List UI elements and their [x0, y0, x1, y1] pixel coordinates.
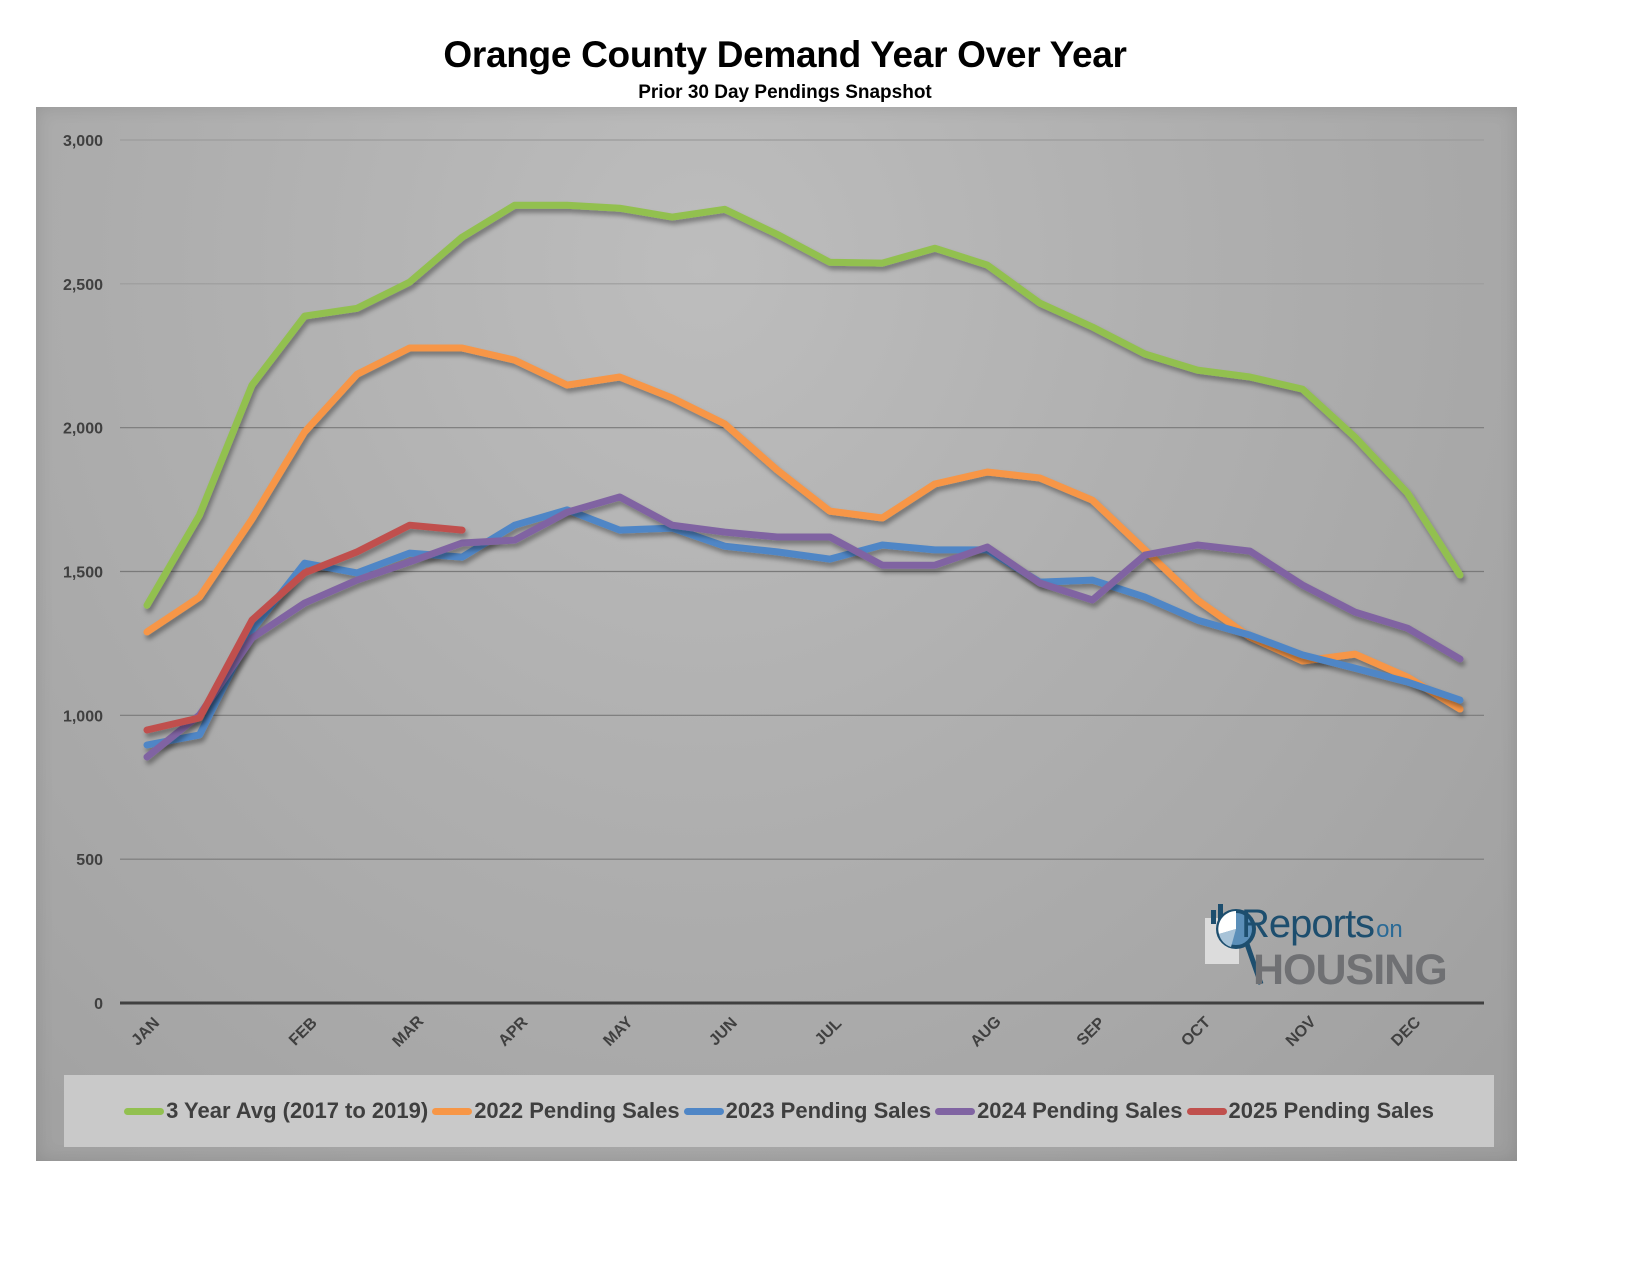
x-tick-label-jan: JAN — [128, 1014, 163, 1049]
legend-swatch — [124, 1107, 165, 1115]
x-tick-label-may: MAY — [600, 1014, 636, 1050]
y-tick-label: 500 — [76, 852, 103, 869]
chart-subtitle: Prior 30 Day Pendings Snapshot — [638, 82, 932, 103]
legend-swatch — [683, 1107, 724, 1115]
chart-legend: 3 Year Avg (2017 to 2019) 2022 Pending Sa… — [64, 1075, 1494, 1147]
logo-text-reports: Reportson — [1241, 902, 1403, 947]
legend-item-5: 2025 Pending Sales — [1186, 1098, 1434, 1124]
logo-word-on: on — [1376, 916, 1403, 943]
legend-label: 3 Year Avg (2017 to 2019) — [166, 1098, 429, 1123]
chart-panel — [36, 107, 1517, 1161]
y-tick-label: 1,500 — [63, 565, 103, 582]
legend-swatch — [432, 1107, 473, 1115]
legend-label: 2025 Pending Sales — [1228, 1098, 1434, 1123]
series-line-5 — [143, 521, 466, 734]
x-tick-label-feb: FEB — [286, 1014, 321, 1049]
y-tick-label: 3,000 — [63, 133, 103, 150]
x-tick-label-sep: SEP — [1074, 1014, 1109, 1049]
legend-item-4: 2024 Pending Sales — [935, 1098, 1183, 1124]
x-tick-label-jun: JUN — [706, 1014, 741, 1049]
y-tick-label: 2,500 — [63, 277, 103, 294]
series-line-4 — [143, 493, 1464, 761]
reports-on-housing-logo: Reportson HOUSING — [1205, 900, 1465, 995]
logo-chart-magnifier-icon — [1211, 904, 1264, 985]
chart-title: Orange County Demand Year Over Year — [443, 34, 1127, 75]
legend-label: 2024 Pending Sales — [977, 1098, 1183, 1123]
x-axis-tick-labels: JAN FEB MAR APR MAY JUN JUL AUG SEP OCT NOV DEC — [128, 1013, 1424, 1051]
legend-item-2: 2022 Pending Sales — [432, 1098, 680, 1124]
y-axis-tick-labels: 0 500 1,000 1,500 2,000 2,500 3,000 — [63, 133, 103, 1013]
legend-swatch — [1186, 1107, 1227, 1115]
x-tick-label-dec: DEC — [1388, 1014, 1424, 1050]
series-line-2 — [143, 344, 1464, 713]
y-tick-label: 2,000 — [63, 421, 103, 438]
series-lines — [143, 201, 1464, 761]
legend-swatch — [935, 1107, 976, 1115]
x-tick-label-nov: NOV — [1283, 1013, 1320, 1050]
logo-word-reports: Reports — [1241, 902, 1375, 946]
legend-item-3: 2023 Pending Sales — [683, 1098, 932, 1124]
y-tick-label: 0 — [94, 996, 103, 1013]
x-tick-label-mar: MAR — [390, 1013, 428, 1051]
legend-label: 2023 Pending Sales — [725, 1098, 932, 1123]
legend-label: 2022 Pending Sales — [474, 1098, 680, 1123]
series-line-1 — [143, 201, 1464, 609]
x-tick-label-apr: APR — [496, 1014, 532, 1050]
series-line-3 — [143, 506, 1464, 749]
x-tick-label-jul: JUL — [812, 1015, 846, 1049]
x-tick-label-oct: OCT — [1178, 1014, 1214, 1050]
logo-text-housing: HOUSING — [1253, 946, 1448, 994]
x-tick-label-aug: AUG — [968, 1013, 1005, 1050]
y-tick-label: 1,000 — [63, 708, 103, 725]
legend-item-1: 3 Year Avg (2017 to 2019) — [124, 1098, 428, 1124]
